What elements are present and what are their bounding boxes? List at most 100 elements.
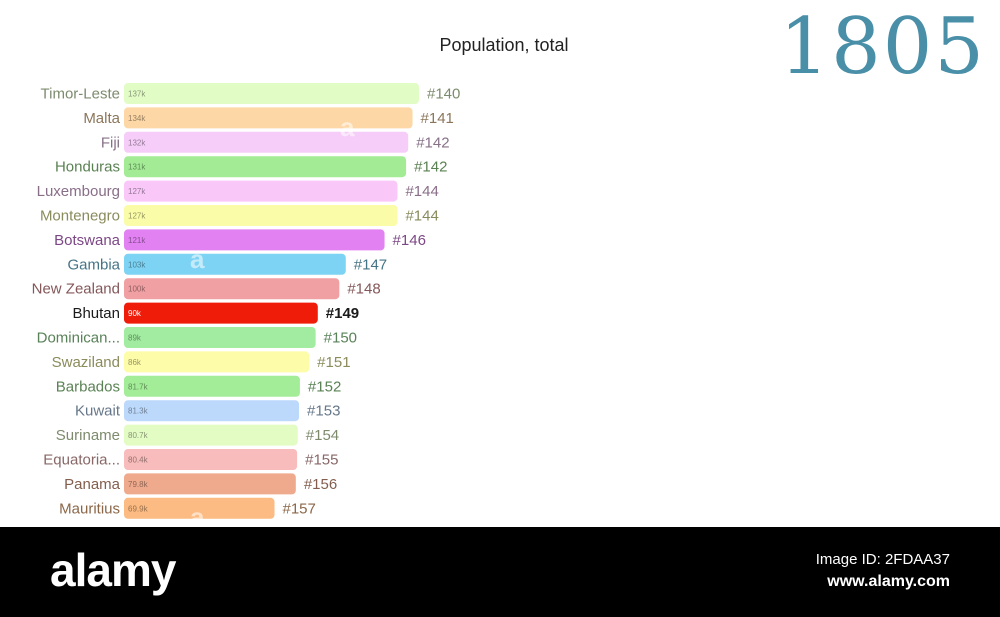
bar xyxy=(124,375,300,397)
rank-label: #148 xyxy=(347,281,380,298)
watermark-glyph: a xyxy=(190,244,205,274)
country-label: Bhutan xyxy=(72,305,120,322)
bar-row: Fiji 132k #142 xyxy=(101,131,450,153)
rank-label: #153 xyxy=(307,403,340,420)
value-label: 103k xyxy=(128,260,146,269)
bar-row: Luxembourg 127k #144 xyxy=(37,180,439,202)
value-label: 127k xyxy=(128,187,146,196)
bar xyxy=(124,156,407,178)
value-label: 90k xyxy=(128,309,142,318)
value-label: 100k xyxy=(128,285,146,294)
bar-row: Honduras 131k #142 xyxy=(55,156,447,178)
value-label: 127k xyxy=(128,212,146,221)
rank-label: #155 xyxy=(305,452,338,469)
country-label: Malta xyxy=(83,110,120,127)
watermark-glyph: a xyxy=(340,112,355,142)
watermark-glyph: a xyxy=(340,374,355,404)
bar xyxy=(124,424,298,446)
value-label: 86k xyxy=(128,358,142,367)
bar-row: Suriname 80.7k #154 xyxy=(56,424,339,446)
bar xyxy=(124,83,419,104)
bar-row: Kuwait 81.3k #153 xyxy=(75,400,340,422)
chart-title: Population, total xyxy=(439,35,569,55)
bar-row: Botswana 121k #146 xyxy=(54,229,426,251)
country-label: Equatoria... xyxy=(43,452,120,469)
bar xyxy=(124,473,296,495)
bar-row: Bhutan 90k #149 xyxy=(72,302,359,324)
country-label: Suriname xyxy=(56,427,120,444)
bar xyxy=(124,180,398,202)
bar-chart: Timor-Leste 137k #140 Malta 134k #141 Fiji 132k… xyxy=(32,83,460,519)
value-label: 81.3k xyxy=(128,407,149,416)
bar xyxy=(124,449,298,470)
rank-label: #142 xyxy=(414,159,447,176)
value-label: 134k xyxy=(128,114,146,123)
bar xyxy=(124,131,409,153)
country-label: Gambia xyxy=(67,256,120,273)
bar xyxy=(124,278,340,300)
bar-row: Timor-Leste 137k #140 xyxy=(41,83,460,104)
country-label: Honduras xyxy=(55,159,120,176)
country-label: Swaziland xyxy=(52,354,120,371)
bar xyxy=(124,302,318,324)
bar xyxy=(124,497,275,519)
value-label: 131k xyxy=(128,163,146,172)
bar-row: Equatoria... 80.4k #155 xyxy=(43,449,338,470)
bar-row: Gambia 103k #147 xyxy=(67,253,387,275)
value-label: 80.7k xyxy=(128,431,149,440)
country-label: Timor-Leste xyxy=(41,86,120,103)
bar xyxy=(124,327,316,348)
country-label: New Zealand xyxy=(32,281,120,298)
rank-label: #142 xyxy=(416,134,449,151)
bar-row: New Zealand 100k #148 xyxy=(32,278,381,300)
image-id: Image ID: 2FDAA37 xyxy=(815,551,950,568)
value-label: 137k xyxy=(128,90,146,99)
rank-label: #157 xyxy=(283,500,316,517)
bar-row: Swaziland 86k #151 xyxy=(52,351,351,373)
bar xyxy=(124,205,398,226)
country-label: Panama xyxy=(64,476,121,493)
rank-label: #156 xyxy=(304,476,337,493)
rank-label: #150 xyxy=(324,330,357,347)
country-label: Mauritius xyxy=(59,500,120,517)
value-label: 121k xyxy=(128,236,146,245)
watermark-glyph: a xyxy=(190,502,205,532)
site-url[interactable]: www.alamy.com xyxy=(827,573,950,590)
bar-row: Dominican... 89k #150 xyxy=(37,327,357,348)
value-label: 80.4k xyxy=(128,456,149,465)
bar xyxy=(124,229,385,251)
bar-row: Barbados 81.7k #152 xyxy=(56,375,341,397)
bar-row: Panama 79.8k #156 xyxy=(64,473,337,495)
rank-label: #149 xyxy=(326,305,359,322)
country-label: Fiji xyxy=(101,134,120,151)
rank-label: #154 xyxy=(306,427,339,444)
footer-bar: alamy Image ID: 2FDAA37 www.alamy.com xyxy=(0,527,1000,617)
value-label: 79.8k xyxy=(128,480,149,489)
value-label: 69.9k xyxy=(128,504,149,513)
bar xyxy=(124,351,310,373)
bar-row: Montenegro 127k #144 xyxy=(40,205,439,226)
rank-label: #151 xyxy=(317,354,350,371)
rank-label: #141 xyxy=(421,110,454,127)
value-label: 89k xyxy=(128,334,142,343)
bar-row: Malta 134k #141 xyxy=(83,107,454,129)
bar xyxy=(124,107,413,129)
bar xyxy=(124,253,346,275)
value-label: 132k xyxy=(128,138,146,147)
rank-label: #144 xyxy=(405,183,438,200)
bar xyxy=(124,400,300,422)
country-label: Dominican... xyxy=(37,330,120,347)
value-label: 81.7k xyxy=(128,382,149,391)
country-label: Luxembourg xyxy=(37,183,120,200)
country-label: Montenegro xyxy=(40,208,120,225)
alamy-logo: alamy xyxy=(50,544,176,596)
rank-label: #147 xyxy=(354,256,387,273)
country-label: Kuwait xyxy=(75,403,121,420)
rank-label: #146 xyxy=(393,232,426,249)
country-label: Barbados xyxy=(56,378,120,395)
rank-label: #144 xyxy=(405,208,438,225)
rank-label: #152 xyxy=(308,378,341,395)
year-label: 1805 xyxy=(779,2,986,92)
bar-row: Mauritius 69.9k #157 xyxy=(59,497,316,519)
